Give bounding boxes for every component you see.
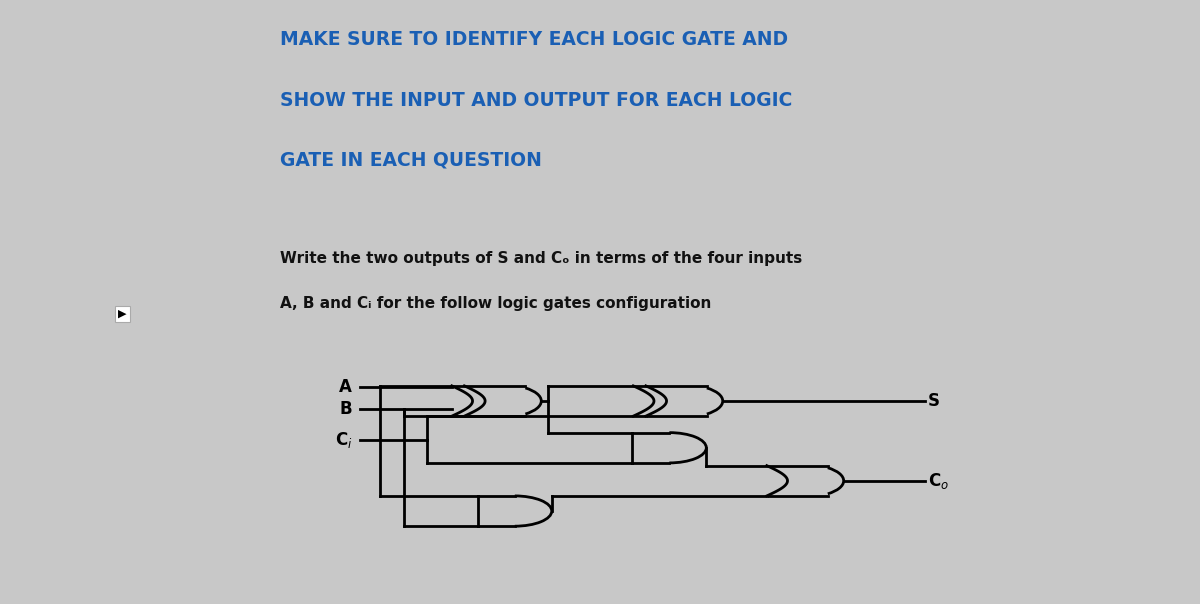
Text: B: B <box>340 400 352 418</box>
Text: SHOW THE INPUT AND OUTPUT FOR EACH LOGIC: SHOW THE INPUT AND OUTPUT FOR EACH LOGIC <box>280 91 792 109</box>
Text: MAKE SURE TO IDENTIFY EACH LOGIC GATE AND: MAKE SURE TO IDENTIFY EACH LOGIC GATE AN… <box>280 30 787 49</box>
Text: C$_o$: C$_o$ <box>928 471 949 491</box>
Text: A, B and Cᵢ for the follow logic gates configuration: A, B and Cᵢ for the follow logic gates c… <box>280 296 710 311</box>
Text: C$_i$: C$_i$ <box>335 429 352 449</box>
Text: ▶: ▶ <box>118 309 126 319</box>
Text: A: A <box>340 378 352 396</box>
Text: S: S <box>928 392 940 410</box>
Text: Write the two outputs of S and Cₒ in terms of the four inputs: Write the two outputs of S and Cₒ in ter… <box>280 251 802 266</box>
Text: GATE IN EACH QUESTION: GATE IN EACH QUESTION <box>280 151 541 170</box>
